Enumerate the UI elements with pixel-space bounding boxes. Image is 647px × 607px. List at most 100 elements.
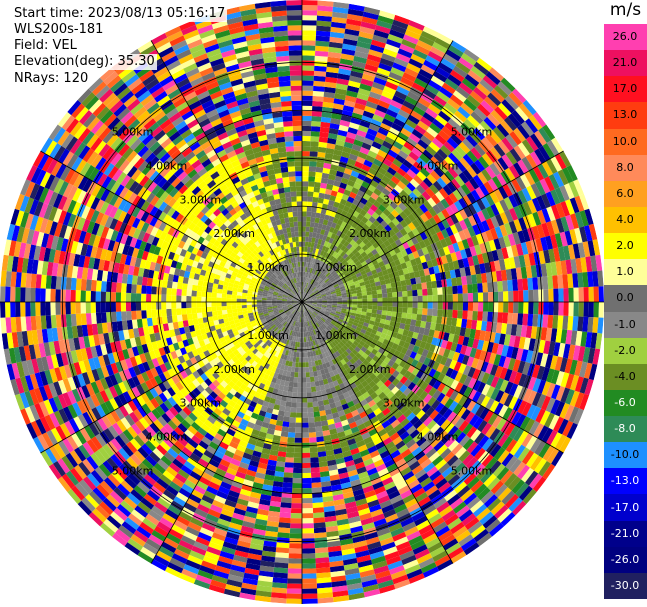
range-gate [369, 373, 377, 381]
range-gate [324, 278, 330, 283]
range-gate [364, 212, 372, 220]
range-gate [448, 44, 464, 58]
range-gate [317, 285, 322, 290]
range-gate [497, 433, 509, 447]
range-gate [341, 48, 356, 56]
range-gate [332, 303, 338, 306]
range-gate [305, 294, 310, 299]
range-gate [351, 65, 365, 74]
range-gate [312, 196, 319, 203]
range-gate [385, 108, 398, 119]
range-gate [359, 281, 366, 287]
range-gate [302, 196, 308, 202]
range-gate [415, 207, 425, 217]
range-gate [280, 431, 289, 438]
range-gate [487, 477, 501, 491]
range-gate [286, 588, 302, 594]
range-gate [552, 275, 559, 289]
range-gate [307, 289, 311, 294]
range-gate [564, 358, 573, 374]
range-gate [564, 183, 575, 200]
range-gate [311, 295, 316, 298]
range-gate [462, 365, 472, 376]
range-gate [362, 295, 368, 299]
range-gate [362, 298, 368, 302]
range-gate [316, 161, 324, 168]
range-gate [326, 183, 334, 191]
range-gate [356, 129, 367, 138]
range-gate [328, 275, 334, 280]
range-gate [405, 399, 415, 409]
range-gate [302, 563, 316, 569]
range-gate [553, 171, 565, 188]
range-gate [416, 314, 423, 321]
range-gate [527, 227, 536, 241]
range-gate [422, 149, 434, 160]
range-gate [403, 370, 412, 379]
range-gate [545, 397, 556, 413]
range-gate [406, 356, 415, 365]
range-gate [349, 351, 356, 359]
range-gate [508, 220, 518, 234]
range-gate [341, 193, 350, 201]
range-gate [412, 289, 418, 297]
range-gate [333, 98, 345, 106]
range-gate [400, 347, 408, 355]
range-gate [550, 355, 558, 370]
range-gate [297, 387, 302, 393]
range-gate [482, 75, 498, 89]
range-gate [375, 330, 382, 337]
range-gate [306, 216, 311, 222]
range-gate [432, 180, 443, 192]
range-gate [394, 57, 409, 68]
range-gate [503, 394, 514, 408]
range-gate [587, 347, 596, 364]
range-gate [275, 547, 290, 554]
range-gate [331, 271, 338, 277]
range-gate [384, 232, 392, 240]
range-gate [480, 470, 493, 484]
range-gate [302, 191, 308, 197]
range-gate [418, 327, 426, 335]
range-gate [319, 267, 324, 273]
range-gate [336, 320, 343, 325]
range-gate [380, 265, 387, 272]
range-gate [377, 149, 388, 159]
range-gate [427, 79, 442, 91]
range-gate [445, 49, 461, 62]
range-gate [289, 412, 297, 418]
range-gate [309, 291, 314, 296]
range-gate [360, 328, 367, 334]
range-gate [515, 176, 527, 190]
range-gate [315, 552, 329, 559]
range-gate [497, 157, 509, 171]
range-gate [436, 90, 450, 103]
range-gate [377, 166, 387, 176]
range-gate [345, 200, 353, 208]
range-gate [487, 311, 493, 322]
range-gate [410, 393, 420, 403]
range-gate [372, 302, 378, 306]
range-gate [379, 122, 392, 132]
range-gate [384, 278, 391, 285]
range-gate [508, 194, 519, 208]
range-gate [376, 67, 391, 77]
range-gate [517, 430, 529, 445]
range-gate [334, 314, 340, 319]
range-gate [469, 414, 480, 427]
range-gate [289, 533, 302, 539]
range-gate [334, 234, 340, 241]
range-gate [414, 339, 422, 348]
range-gate [477, 253, 485, 265]
range-gate [394, 238, 403, 247]
range-gate [340, 53, 355, 61]
range-gate [317, 197, 324, 204]
range-gate [458, 230, 467, 241]
range-gate [310, 386, 317, 393]
range-gate [462, 397, 472, 409]
range-gate [363, 159, 373, 168]
range-gate [454, 211, 464, 222]
range-gate [399, 367, 408, 376]
range-gate [459, 373, 468, 385]
range-gate [322, 315, 328, 320]
